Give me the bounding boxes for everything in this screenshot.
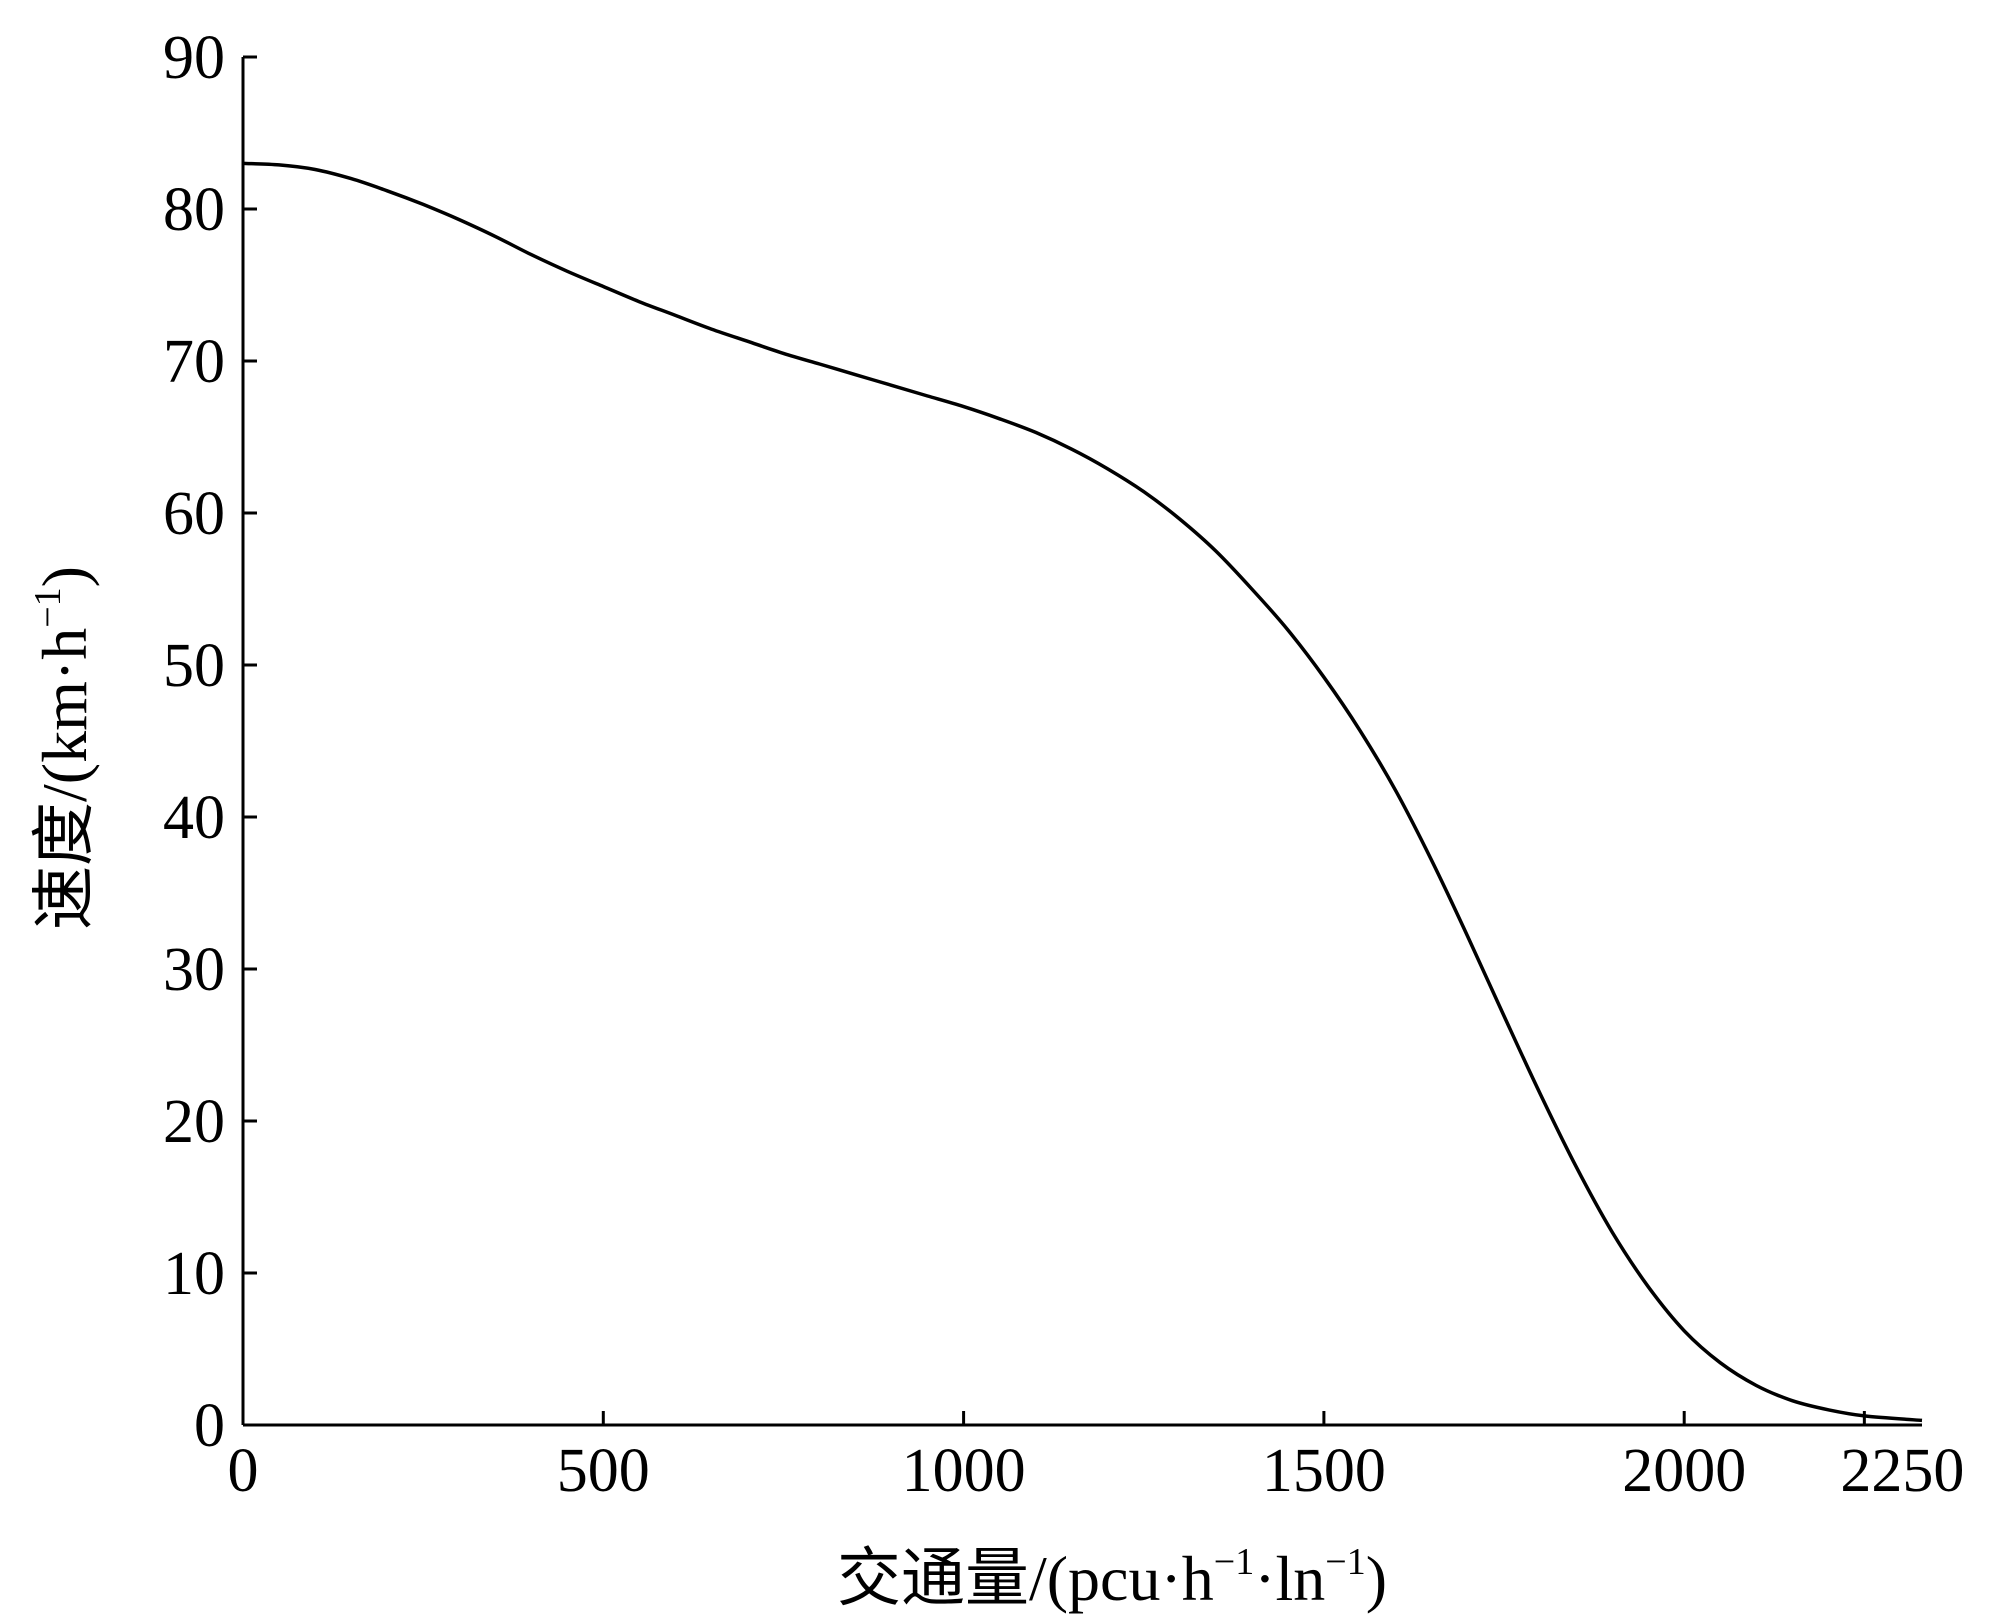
speed-flow-curve <box>242 161 1923 1423</box>
x-ticks: 0 500 1000 1500 2000 2250 <box>228 1411 1964 1505</box>
x-tick-label: 0 <box>228 1437 259 1505</box>
axes <box>241 57 1922 1427</box>
x-tick-label: 1500 <box>1262 1437 1386 1505</box>
y-tick-label: 70 <box>163 328 225 396</box>
y-tick-label: 0 <box>194 1392 225 1460</box>
x-axis-title-sup2: −1 <box>1325 1541 1365 1583</box>
y-tick-label: 20 <box>163 1088 225 1156</box>
y-ticks: 0 10 20 30 40 50 60 70 80 90 <box>163 24 257 1460</box>
y-axis-title-sup1: −1 <box>27 587 69 627</box>
y-tick-label: 10 <box>163 1240 225 1308</box>
y-tick-label: 50 <box>163 632 225 700</box>
x-axis-title-end: ) <box>1366 1543 1387 1614</box>
x-axis-title-mid: ·ln <box>1254 1543 1325 1614</box>
x-tick-label: 500 <box>557 1437 650 1505</box>
x-tick-label: 2250 <box>1840 1437 1964 1505</box>
y-axis-title-main: 速度/(km·h <box>29 628 100 930</box>
x-axis-title: 交通量/(pcu·h−1·ln−1) <box>837 1541 1387 1614</box>
x-tick-label: 2000 <box>1622 1437 1746 1505</box>
x-axis-title-main: 交通量/(pcu·h <box>837 1543 1214 1614</box>
y-tick-label: 90 <box>163 24 225 92</box>
y-axis-title: 速度/(km·h−1) <box>27 566 100 930</box>
y-tick-label: 60 <box>163 480 225 548</box>
y-tick-label: 80 <box>163 176 225 244</box>
series-layer <box>242 161 1923 1423</box>
x-axis-title-sup1: −1 <box>1214 1541 1254 1583</box>
y-tick-label: 40 <box>163 784 225 852</box>
x-tick-label: 1000 <box>902 1437 1026 1505</box>
y-tick-label: 30 <box>163 936 225 1004</box>
y-axis-title-end: ) <box>29 566 100 587</box>
